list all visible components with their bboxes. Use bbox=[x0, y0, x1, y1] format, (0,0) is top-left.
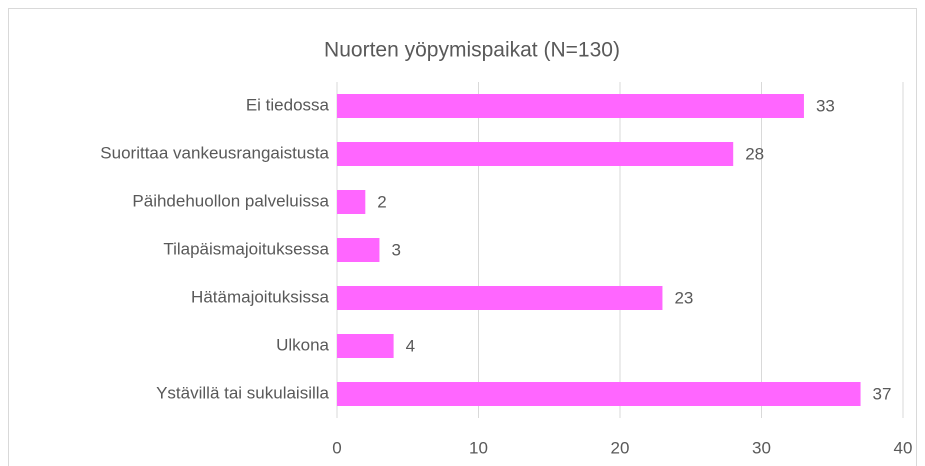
y-tick-label: Päihdehuollon palveluissa bbox=[132, 191, 329, 210]
data-label: 37 bbox=[873, 384, 892, 403]
y-tick-label: Tilapäismajoituksessa bbox=[163, 239, 329, 258]
bar bbox=[337, 142, 734, 166]
x-tick-label: 0 bbox=[332, 438, 341, 457]
data-label: 4 bbox=[406, 336, 415, 355]
data-label: 23 bbox=[674, 288, 693, 307]
x-tick-label: 30 bbox=[752, 438, 771, 457]
x-tick-label: 40 bbox=[894, 438, 913, 457]
data-label: 2 bbox=[377, 192, 386, 211]
x-tick-label: 20 bbox=[611, 438, 630, 457]
data-label: 33 bbox=[816, 96, 835, 115]
x-tick-label: 10 bbox=[469, 438, 488, 457]
y-tick-label: Ystävillä tai sukulaisilla bbox=[156, 383, 329, 402]
bar bbox=[337, 334, 394, 358]
bar bbox=[337, 286, 663, 310]
y-tick-label: Ei tiedossa bbox=[246, 95, 330, 114]
y-tick-label: Hätämajoituksissa bbox=[191, 287, 329, 306]
bar bbox=[337, 94, 804, 118]
y-tick-label: Ulkona bbox=[276, 335, 329, 354]
bar bbox=[337, 190, 366, 214]
bar bbox=[337, 382, 861, 406]
y-tick-label: Suorittaa vankeusrangaistusta bbox=[100, 143, 329, 162]
bar bbox=[337, 238, 380, 262]
data-label: 28 bbox=[745, 144, 764, 163]
chart-title: Nuorten yöpymispaikat (N=130) bbox=[324, 39, 620, 62]
data-label: 3 bbox=[391, 240, 400, 259]
